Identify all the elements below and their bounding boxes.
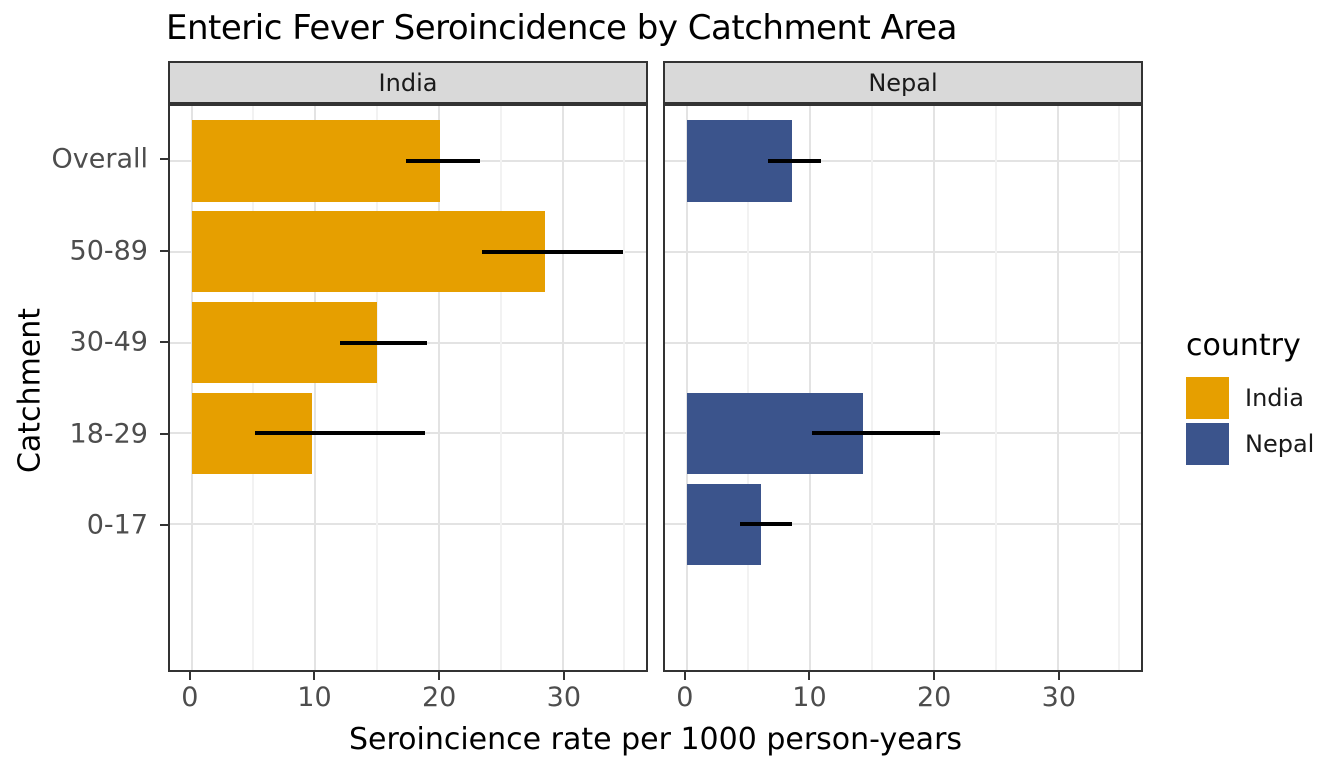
facet-panel-nepal — [663, 104, 1143, 672]
x-tick-mark — [188, 672, 191, 680]
facet-strip-india: India — [168, 61, 648, 104]
gridline-vertical-minor — [747, 106, 750, 670]
gridline-vertical-major — [437, 106, 440, 670]
facet-panel-india — [168, 104, 648, 672]
legend-item-india: India — [1186, 377, 1314, 419]
y-tick-mark — [160, 524, 168, 527]
errorbar-nepal-0-17 — [739, 522, 792, 527]
facet-strip-nepal: Nepal — [663, 61, 1143, 104]
y-tick-label-30-49: 30-49 — [69, 326, 148, 358]
legend-label-india: India — [1245, 384, 1304, 412]
x-tick-label: 20 — [421, 682, 457, 713]
x-axis-title: Seroincience rate per 1000 person-years — [348, 722, 963, 757]
errorbar-india-18-29 — [254, 431, 426, 436]
errorbar-nepal-18-29 — [811, 431, 941, 436]
bar-india-Overall — [191, 119, 441, 202]
gridline-vertical-major — [314, 106, 317, 670]
x-tick-mark — [683, 672, 686, 680]
x-tick-label: 0 — [181, 682, 199, 713]
x-tick-mark — [562, 672, 565, 680]
errorbar-nepal-Overall — [768, 158, 822, 163]
x-axis-nepal: 0 10 20 30 — [663, 672, 1143, 720]
y-tick-label-Overall: Overall — [51, 143, 149, 175]
gridline-vertical-major — [685, 106, 688, 670]
x-tick-label: 20 — [916, 682, 952, 713]
legend: country India Nepal — [1186, 328, 1314, 469]
y-axis-ticks — [160, 104, 168, 672]
gridline-vertical-major — [561, 106, 564, 670]
x-tick-label: 30 — [1041, 682, 1077, 713]
gridline-vertical-minor — [499, 106, 502, 670]
x-tick-mark — [933, 672, 936, 680]
x-tick-label: 10 — [792, 682, 827, 713]
gridline-vertical-minor — [1118, 106, 1121, 670]
gridline-vertical-minor — [994, 106, 997, 670]
legend-swatch-india — [1186, 377, 1229, 419]
legend-label-nepal: Nepal — [1245, 430, 1315, 458]
x-axis-india: 0 10 20 30 — [168, 672, 648, 720]
legend-item-nepal: Nepal — [1186, 423, 1314, 465]
gridline-vertical-major — [1056, 106, 1059, 670]
gridline-vertical-minor — [376, 106, 379, 670]
x-tick-mark — [1057, 672, 1060, 680]
gridline-horizontal — [665, 159, 1141, 162]
x-tick-label: 10 — [297, 682, 332, 713]
y-tick-mark — [160, 432, 168, 435]
facet-strip-india-label: India — [378, 68, 438, 97]
x-tick-label: 30 — [546, 682, 582, 713]
gridline-horizontal — [170, 523, 646, 526]
gridline-vertical-major — [932, 106, 935, 670]
gridline-horizontal — [665, 250, 1141, 253]
x-tick-mark — [808, 672, 811, 680]
gridline-horizontal — [665, 341, 1141, 344]
y-tick-label-50-89: 50-89 — [69, 235, 148, 267]
legend-title: country — [1186, 328, 1301, 363]
legend-swatch-nepal — [1186, 423, 1229, 465]
gridline-vertical-minor — [252, 106, 255, 670]
x-tick-mark — [313, 672, 316, 680]
x-tick-label: 0 — [676, 682, 694, 713]
facet-strip-nepal-label: Nepal — [868, 68, 938, 97]
gridline-horizontal — [665, 523, 1141, 526]
gridline-vertical-major — [809, 106, 812, 670]
chart-title: Enteric Fever Seroincidence by Catchment… — [166, 8, 957, 48]
y-tick-label-18-29: 18-29 — [69, 418, 148, 450]
x-tick-mark — [438, 672, 441, 680]
y-tick-mark — [160, 249, 168, 252]
y-tick-label-0-17: 0-17 — [86, 509, 148, 541]
y-tick-mark — [160, 341, 168, 344]
y-tick-mark — [160, 157, 168, 160]
errorbar-india-Overall — [405, 158, 480, 163]
gridline-vertical-major — [190, 106, 193, 670]
errorbar-india-50-89 — [482, 249, 624, 254]
gridline-vertical-minor — [871, 106, 874, 670]
gridline-vertical-minor — [623, 106, 626, 670]
errorbar-india-30-49 — [340, 340, 427, 345]
y-axis-labels: Overall 50-89 30-49 18-29 0-17 — [20, 104, 149, 672]
